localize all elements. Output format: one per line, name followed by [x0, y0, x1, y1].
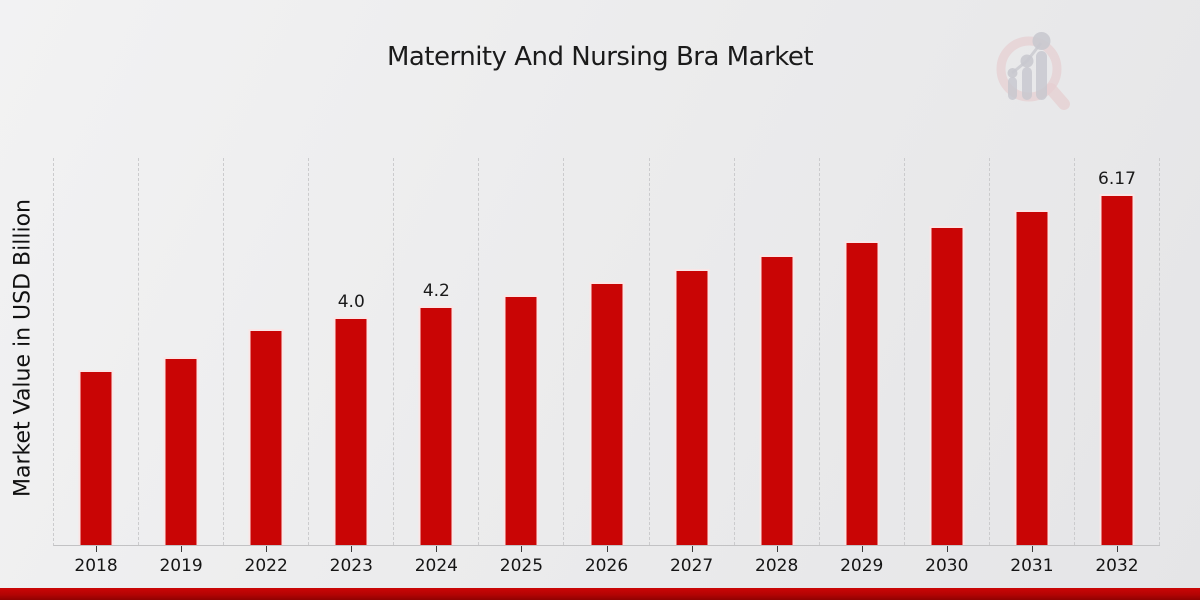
x-axis-tick [181, 546, 183, 552]
x-axis-tick [1031, 546, 1033, 552]
x-axis-label-2027: 2027 [669, 556, 714, 576]
x-axis-label-2018: 2018 [74, 556, 118, 576]
x-axis-tick [776, 546, 778, 552]
bar-2022 [248, 329, 284, 545]
x-axis-label-2026: 2026 [584, 556, 629, 576]
x-axis-label-2025: 2025 [499, 556, 544, 576]
bar-2032 [1099, 194, 1135, 545]
bar-2030 [929, 226, 965, 545]
category-column-2024: 4.2 2024 [394, 158, 480, 576]
magnifier-bar-chart-logo-watermark [996, 32, 1070, 110]
x-axis-tick [946, 546, 948, 552]
bar-value-label-2023: 4.0 [337, 292, 365, 312]
category-column-2023: 4.0 2023 [309, 158, 395, 576]
x-axis-tick [96, 546, 98, 552]
bar-2031 [1014, 210, 1050, 545]
x-axis-label-2029: 2029 [840, 556, 884, 576]
bar-value-label-2024: 4.2 [422, 281, 450, 301]
x-axis-tick [861, 546, 863, 552]
x-axis-tick [521, 546, 523, 552]
x-axis-label-2031: 2031 [1010, 556, 1054, 576]
bar-2028 [759, 255, 795, 545]
category-column-2029: 2029 [820, 158, 905, 576]
x-axis-tick [351, 546, 353, 552]
x-axis-label-2019: 2019 [159, 556, 203, 576]
plot-area: 2018 2019 2022 4.0 2023 4.2 2024 2025 2026 2027 20… [53, 158, 1161, 576]
category-column-2031: 2031 [990, 158, 1075, 576]
category-column-2027: 2027 [650, 158, 735, 576]
bar-2027 [674, 269, 710, 545]
chart-title: Maternity And Nursing Bra Market [386, 42, 814, 72]
category-column-2032: 6.17 2032 [1075, 158, 1161, 576]
x-axis-label-2030: 2030 [925, 556, 969, 576]
category-column-2026: 2026 [564, 158, 650, 576]
bottom-red-banner [0, 588, 1200, 600]
x-axis-label-2024: 2024 [414, 556, 458, 576]
x-axis-tick [691, 546, 693, 552]
x-axis-label-2022: 2022 [244, 556, 288, 576]
x-axis-tick [1116, 546, 1118, 552]
category-column-2028: 2028 [735, 158, 820, 576]
category-column-2018: 2018 [54, 158, 140, 576]
bar-2019 [163, 357, 199, 545]
bar-2029 [844, 241, 880, 545]
bar-2023 [333, 317, 369, 545]
x-axis-tick [436, 546, 438, 552]
bar-2026 [589, 282, 624, 545]
bar-value-label-2032: 6.17 [1098, 169, 1136, 189]
bar-2018 [78, 370, 114, 545]
y-axis-label: Market Value in USD Billion [10, 198, 36, 498]
x-axis-label-2032: 2032 [1095, 556, 1139, 576]
category-column-2022: 2022 [224, 158, 310, 576]
x-axis-label-2028: 2028 [755, 556, 799, 576]
category-column-2030: 2030 [905, 158, 990, 576]
x-axis-label-2023: 2023 [329, 556, 373, 576]
category-column-2025: 2025 [479, 158, 565, 576]
x-axis-tick [266, 546, 268, 552]
bar-2025 [503, 295, 539, 545]
category-column-2019: 2019 [139, 158, 225, 576]
x-axis-tick [606, 546, 608, 552]
bar-2024 [418, 306, 454, 545]
